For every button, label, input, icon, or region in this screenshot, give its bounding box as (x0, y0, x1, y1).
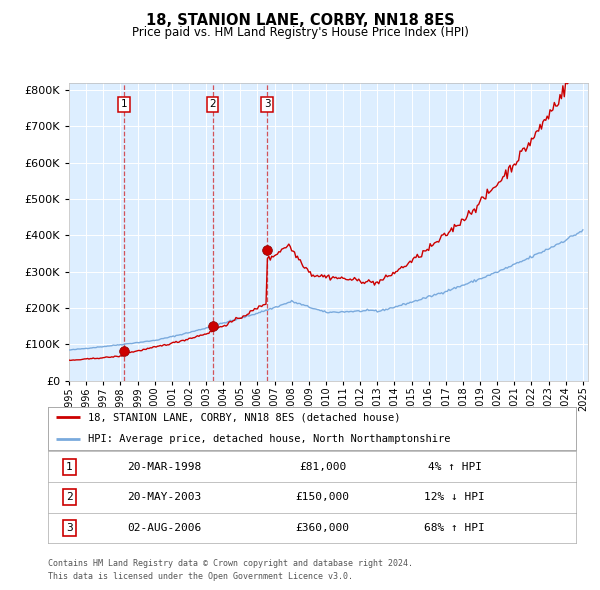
Text: 12% ↓ HPI: 12% ↓ HPI (424, 493, 485, 502)
Text: 20-MAR-1998: 20-MAR-1998 (127, 462, 201, 471)
Text: Contains HM Land Registry data © Crown copyright and database right 2024.: Contains HM Land Registry data © Crown c… (48, 559, 413, 568)
Text: This data is licensed under the Open Government Licence v3.0.: This data is licensed under the Open Gov… (48, 572, 353, 581)
Text: £81,000: £81,000 (299, 462, 346, 471)
Text: 2: 2 (66, 493, 73, 502)
Text: 1: 1 (121, 99, 127, 109)
Text: 4% ↑ HPI: 4% ↑ HPI (428, 462, 482, 471)
Text: 20-MAY-2003: 20-MAY-2003 (127, 493, 201, 502)
Text: 1: 1 (66, 462, 73, 471)
Text: 02-AUG-2006: 02-AUG-2006 (127, 523, 201, 533)
Text: 18, STANION LANE, CORBY, NN18 8ES: 18, STANION LANE, CORBY, NN18 8ES (146, 13, 454, 28)
Text: Price paid vs. HM Land Registry's House Price Index (HPI): Price paid vs. HM Land Registry's House … (131, 26, 469, 39)
Text: 3: 3 (66, 523, 73, 533)
Text: 18, STANION LANE, CORBY, NN18 8ES (detached house): 18, STANION LANE, CORBY, NN18 8ES (detac… (88, 412, 400, 422)
Text: HPI: Average price, detached house, North Northamptonshire: HPI: Average price, detached house, Nort… (88, 434, 450, 444)
Text: 2: 2 (209, 99, 216, 109)
Text: £150,000: £150,000 (296, 493, 350, 502)
Text: 68% ↑ HPI: 68% ↑ HPI (424, 523, 485, 533)
Text: £360,000: £360,000 (296, 523, 350, 533)
Text: 3: 3 (264, 99, 271, 109)
